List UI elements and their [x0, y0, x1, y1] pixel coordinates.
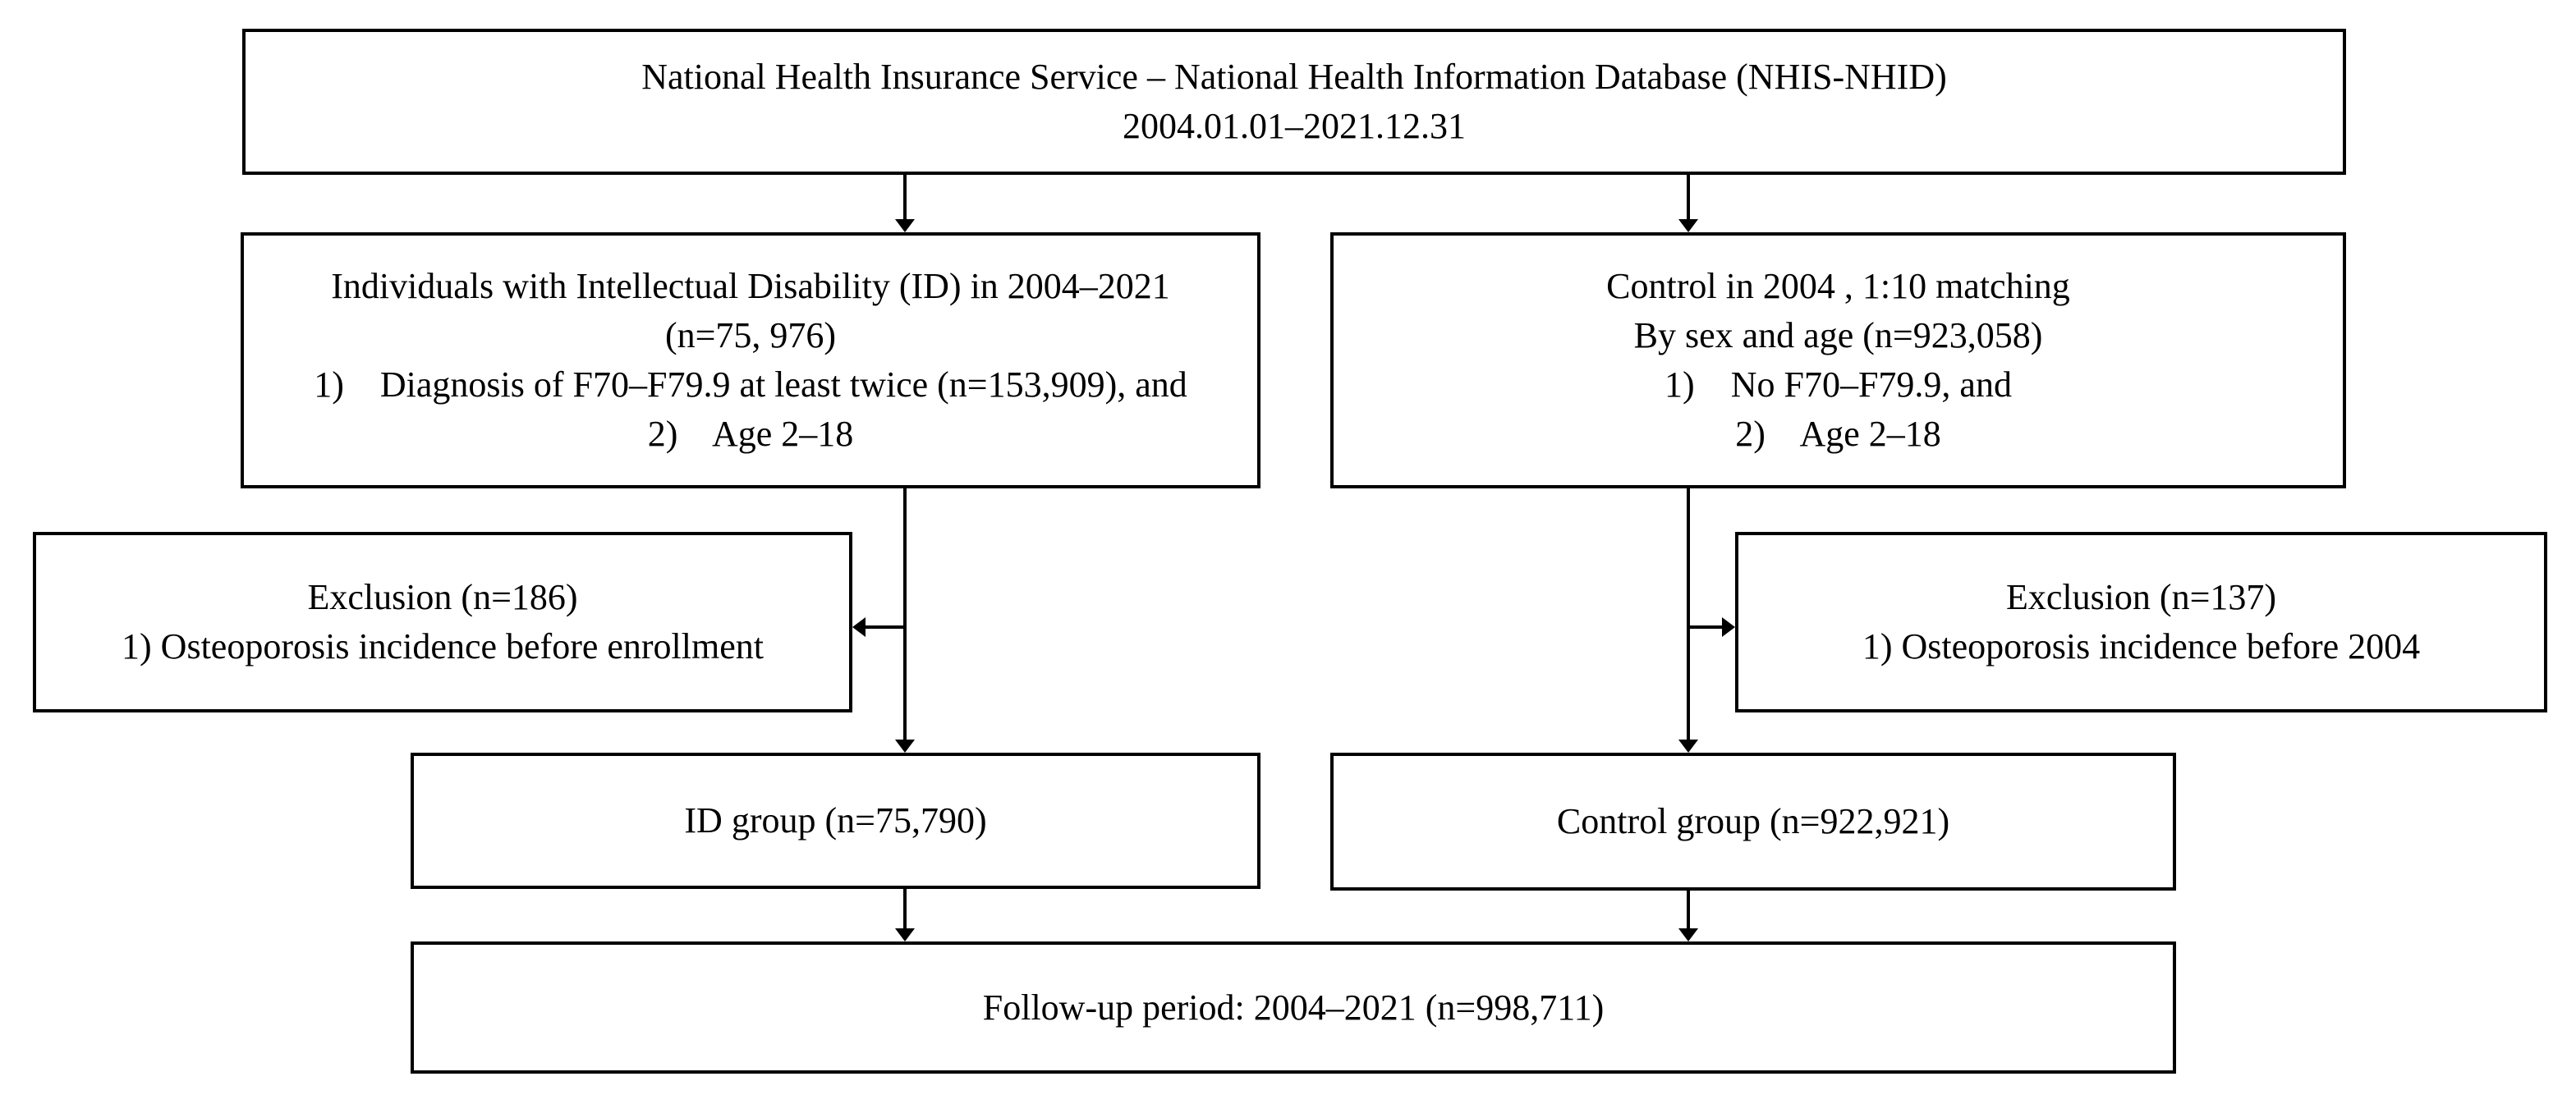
arrowhead-down-followup-right-icon [1678, 928, 1698, 941]
connector-top-to-control-criteria [1687, 175, 1690, 221]
box-control-exclusion: Exclusion (n=137) 1) Osteoporosis incide… [1735, 532, 2547, 712]
id-group-label: ID group (n=75,790) [684, 800, 987, 841]
arrowhead-down-id-group-icon [895, 740, 915, 753]
arrowhead-left-id-exclusion-icon [852, 617, 866, 637]
box-followup: Follow-up period: 2004–2021 (n=998,711) [411, 941, 2176, 1074]
id-criteria-line-1: Individuals with Intellectual Disability… [331, 266, 1170, 306]
control-exclusion-line-1: Exclusion (n=137) [2005, 577, 2277, 617]
arrowhead-down-followup-left-icon [895, 928, 915, 941]
connector-control-criteria-to-control-group [1687, 488, 1690, 741]
control-exclusion-line-2: 1) Osteoporosis incidence before 2004 [1862, 626, 2421, 667]
control-criteria-line-2: By sex and age (n=923,058) [1633, 315, 2043, 355]
box-id-criteria: Individuals with Intellectual Disability… [241, 232, 1260, 488]
nhis-database-title: National Health Insurance Service – Nati… [641, 57, 1947, 97]
nhis-database-period: 2004.01.01–2021.12.31 [1123, 106, 1466, 146]
control-group-label: Control group (n=922,921) [1556, 801, 1950, 841]
connector-top-to-id-criteria [903, 175, 907, 221]
box-id-exclusion: Exclusion (n=186) 1) Osteoporosis incide… [33, 532, 852, 712]
connector-branch-control-exclusion [1687, 625, 1724, 629]
connector-id-criteria-to-id-group [903, 488, 907, 741]
id-criteria-line-4: 2) Age 2–18 [647, 414, 854, 454]
box-nhis-database: National Health Insurance Service – Nati… [242, 29, 2346, 175]
arrowhead-down-control-criteria-icon [1678, 219, 1698, 232]
box-control-criteria: Control in 2004 , 1:10 matching By sex a… [1330, 232, 2346, 488]
box-control-group: Control group (n=922,921) [1330, 753, 2176, 891]
arrowhead-right-control-exclusion-icon [1722, 617, 1735, 637]
connector-id-group-to-followup [903, 889, 907, 928]
control-criteria-line-4: 2) Age 2–18 [1735, 414, 1941, 454]
control-criteria-line-3: 1) No F70–F79.9, and [1665, 364, 2012, 405]
arrowhead-down-id-criteria-icon [895, 219, 915, 232]
id-criteria-line-2: (n=75, 976) [664, 315, 837, 355]
followup-label: Follow-up period: 2004–2021 (n=998,711) [982, 987, 1605, 1028]
control-criteria-line-1: Control in 2004 , 1:10 matching [1606, 266, 2070, 306]
id-criteria-line-3: 1) Diagnosis of F70–F79.9 at least twice… [314, 364, 1187, 405]
connector-control-group-to-followup [1687, 891, 1690, 928]
id-exclusion-line-2: 1) Osteoporosis incidence before enrollm… [122, 626, 764, 667]
connector-branch-id-exclusion [864, 625, 907, 629]
arrowhead-down-control-group-icon [1678, 740, 1698, 753]
id-exclusion-line-1: Exclusion (n=186) [307, 577, 578, 617]
box-id-group: ID group (n=75,790) [411, 753, 1260, 889]
